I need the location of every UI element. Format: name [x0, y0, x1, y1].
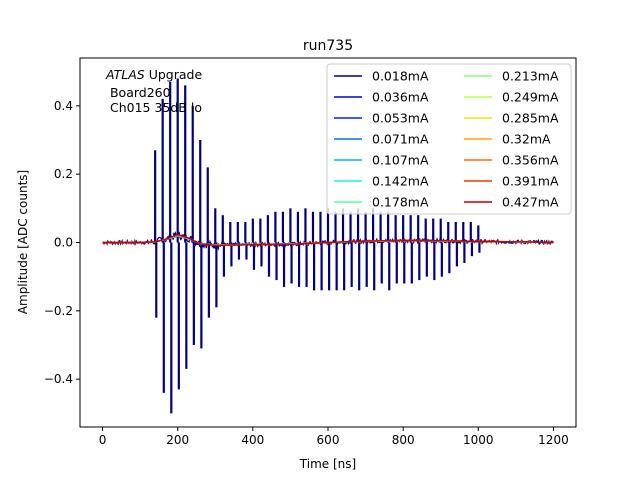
- legend-label: 0.391mA: [502, 174, 559, 189]
- legend: 0.018mA 0.036mA 0.053mA 0.071mA 0.107mA 0.142…: [326, 63, 572, 215]
- legend-label: 0.249mA: [502, 90, 559, 105]
- y-tick-label: −0.4: [44, 372, 73, 386]
- annotation-line-1: ATLAS Upgrade: [105, 67, 202, 82]
- legend-label: 0.178mA: [372, 195, 429, 210]
- x-tick-label: 1200: [538, 433, 569, 447]
- x-tick-label: 200: [166, 433, 189, 447]
- legend-label: 0.036mA: [372, 90, 429, 105]
- y-axis: −0.4 −0.2 0.0 0.2 0.4: [44, 99, 80, 386]
- y-tick-label: 0.0: [54, 236, 73, 250]
- x-tick-label: 600: [317, 433, 340, 447]
- x-tick-label: 800: [392, 433, 415, 447]
- legend-label: 0.285mA: [502, 111, 559, 126]
- annotation-upgrade: Upgrade: [145, 67, 203, 82]
- y-tick-label: −0.2: [44, 304, 73, 318]
- plot-area: [102, 78, 554, 414]
- x-tick-label: 1000: [463, 433, 494, 447]
- legend-label: 0.053mA: [372, 111, 429, 126]
- legend-label: 0.018mA: [372, 69, 429, 84]
- legend-label: 0.356mA: [502, 153, 559, 168]
- y-tick-label: 0.4: [54, 99, 73, 113]
- x-tick-label: 0: [99, 433, 107, 447]
- annotation-line-3: Ch015 35dB lo: [106, 100, 202, 115]
- legend-label: 0.142mA: [372, 174, 429, 189]
- legend-label: 0.107mA: [372, 153, 429, 168]
- legend-label: 0.071mA: [372, 132, 429, 147]
- y-axis-label: Amplitude [ADC counts]: [16, 170, 30, 314]
- legend-box: [326, 63, 572, 215]
- chart-title: run735: [303, 38, 353, 54]
- legend-label: 0.32mA: [502, 132, 551, 147]
- annotation: ATLAS Upgrade Board260 Ch015 35dB lo: [105, 67, 202, 115]
- y-tick-label: 0.2: [54, 167, 73, 181]
- legend-label: 0.213mA: [502, 69, 559, 84]
- legend-label: 0.427mA: [502, 195, 559, 210]
- annotation-atlas: ATLAS: [105, 67, 145, 82]
- x-tick-label: 400: [241, 433, 264, 447]
- x-axis: 0 200 400 600 800 1000 1200: [99, 427, 569, 447]
- annotation-line-2: Board260: [106, 85, 171, 100]
- x-axis-label: Time [ns]: [299, 457, 356, 471]
- series-line-0.427mA: [102, 233, 554, 247]
